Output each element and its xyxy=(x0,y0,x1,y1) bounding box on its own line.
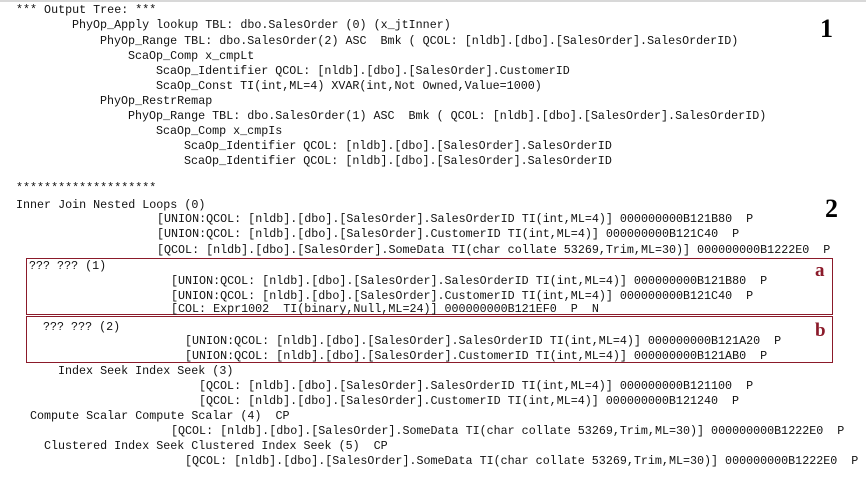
tree-line: ScaOp_Identifier QCOL: [nldb].[dbo].[Sal… xyxy=(184,154,612,168)
tree-line: ScaOp_Const TI(int,ML=4) XVAR(int,Not Ow… xyxy=(156,79,542,93)
tree-line: PhyOp_Apply lookup TBL: dbo.SalesOrder (… xyxy=(72,18,451,32)
plan-line: [UNION:QCOL: [nldb].[dbo].[SalesOrder].S… xyxy=(157,212,754,226)
tree-line: PhyOp_Range TBL: dbo.SalesOrder(1) ASC B… xyxy=(128,109,767,123)
tree-line: ScaOp_Comp x_cmpLt xyxy=(128,49,255,63)
tree-line: PhyOp_Range TBL: dbo.SalesOrder(2) ASC B… xyxy=(100,34,739,48)
section-label-1: 1 xyxy=(820,14,833,43)
plan-line: ??? ??? (1) xyxy=(29,259,107,273)
plan-line: [UNION:QCOL: [nldb].[dbo].[SalesOrder].C… xyxy=(157,227,740,241)
plan-line: Index Seek Index Seek (3) xyxy=(58,364,234,378)
plan-line: [QCOL: [nldb].[dbo].[SalesOrder].SomeDat… xyxy=(171,424,845,438)
plan-line: [QCOL: [nldb].[dbo].[SalesOrder].SomeDat… xyxy=(157,243,831,257)
plan-line: [QCOL: [nldb].[dbo].[SalesOrder].SalesOr… xyxy=(199,379,754,393)
plan-line: [UNION:QCOL: [nldb].[dbo].[SalesOrder].S… xyxy=(171,274,768,288)
highlight-box-b xyxy=(26,316,833,363)
plan-line: Compute Scalar Compute Scalar (4) CP xyxy=(30,409,290,423)
plan-line: ??? ??? (2) xyxy=(43,320,121,334)
plan-line: [QCOL: [nldb].[dbo].[SalesOrder].Custome… xyxy=(199,394,740,408)
tree-line: PhyOp_RestrRemap xyxy=(100,94,213,108)
tree-line: ScaOp_Identifier QCOL: [nldb].[dbo].[Sal… xyxy=(156,64,570,78)
plan-line: Inner Join Nested Loops (0) xyxy=(16,198,206,212)
box-label-a: a xyxy=(815,260,825,281)
plan-line: Clustered Index Seek Clustered Index See… xyxy=(44,439,388,453)
plan-line: [UNION:QCOL: [nldb].[dbo].[SalesOrder].C… xyxy=(171,289,754,303)
separator-line: ******************** xyxy=(16,181,157,195)
box-label-b: b xyxy=(815,320,826,341)
plan-line: [QCOL: [nldb].[dbo].[SalesOrder].SomeDat… xyxy=(185,454,859,468)
plan-line: [UNION:QCOL: [nldb].[dbo].[SalesOrder].S… xyxy=(185,334,782,348)
plan-line: [UNION:QCOL: [nldb].[dbo].[SalesOrder].C… xyxy=(185,349,768,363)
output-tree-header: *** Output Tree: *** xyxy=(16,3,157,17)
section-label-2: 2 xyxy=(825,194,838,223)
highlight-box-a xyxy=(26,258,833,315)
tree-line: ScaOp_Identifier QCOL: [nldb].[dbo].[Sal… xyxy=(184,139,612,153)
tree-line: ScaOp_Comp x_cmpIs xyxy=(156,124,283,138)
plan-line: [COL: Expr1002 TI(binary,Null,ML=24)] 00… xyxy=(171,302,599,316)
